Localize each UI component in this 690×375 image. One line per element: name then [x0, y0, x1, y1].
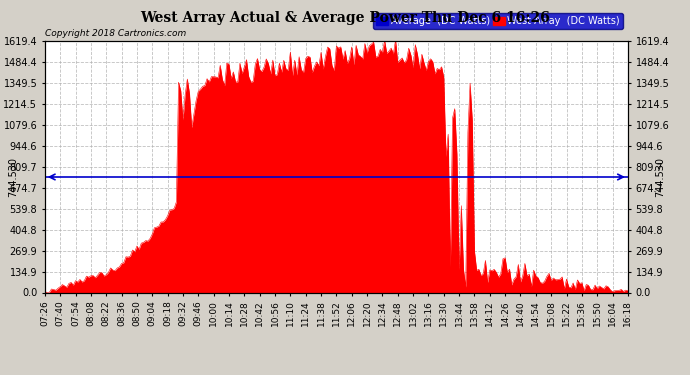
Text: 744.530: 744.530	[655, 157, 665, 197]
Legend: Average  (DC Watts), West Array  (DC Watts): Average (DC Watts), West Array (DC Watts…	[373, 13, 623, 29]
Text: West Array Actual & Average Power Thu Dec 6 16:26: West Array Actual & Average Power Thu De…	[140, 11, 550, 25]
Text: 744.530: 744.530	[8, 157, 18, 197]
Text: Copyright 2018 Cartronics.com: Copyright 2018 Cartronics.com	[45, 28, 186, 38]
